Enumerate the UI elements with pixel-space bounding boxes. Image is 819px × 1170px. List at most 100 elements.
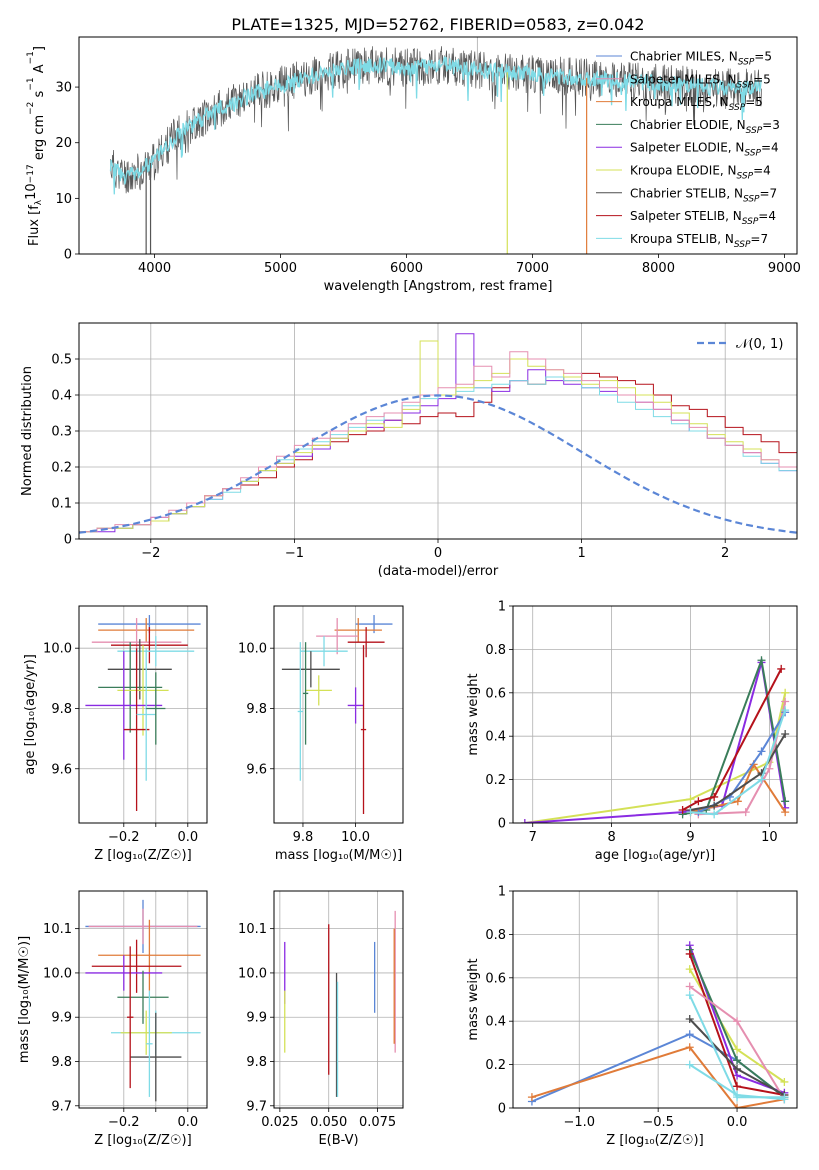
series-marker <box>685 1015 694 1024</box>
legend-suffix: =3 <box>762 118 780 132</box>
series-marker <box>694 797 703 806</box>
legend-sub: SSP <box>738 58 755 68</box>
y-axis-label-part: −17 <box>26 164 36 183</box>
legend-sub: SSP <box>744 149 761 159</box>
legend-sub: SSP <box>746 126 763 136</box>
y-tick-label: 10.0 <box>43 642 72 657</box>
legend-sub: SSP <box>742 217 759 227</box>
x-tick-label: 9 <box>686 830 694 845</box>
y-tick-label: 0.8 <box>485 928 506 943</box>
figure-title: PLATE=1325, MJD=52762, FIBERID=0583, z=0… <box>231 15 644 34</box>
legend-name: Kroupa MILES, N <box>630 95 729 109</box>
axes-frame <box>512 890 798 1109</box>
y-axis-label: age [log₁₀(age/yr)] <box>23 654 38 775</box>
y-tick-label: 9.6 <box>51 762 72 777</box>
y-axis-label-part: −2 <box>26 102 36 115</box>
x-tick-label: 0.075 <box>359 1115 396 1130</box>
legend-suffix: =5 <box>753 72 771 86</box>
y-tick-label: 0.2 <box>485 773 506 788</box>
x-axis-label: Z [log₁₀(Z/Z☉)] <box>606 1133 703 1148</box>
x-axis-label: Z [log₁₀(Z/Z☉)] <box>94 1133 191 1148</box>
axes-frame <box>78 36 798 255</box>
x-tick-label: −1.0 <box>563 1115 595 1130</box>
x-axis-label: (data-model)/error <box>378 564 499 579</box>
series-marker <box>733 1104 742 1108</box>
series-marker <box>710 810 719 819</box>
series-line <box>531 1046 785 1108</box>
x-tick-label: −2 <box>141 546 160 561</box>
y-tick-label: 0.5 <box>51 353 72 368</box>
plot-area <box>79 323 797 539</box>
series-marker <box>733 1056 742 1065</box>
x-tick-label: −0.2 <box>108 830 140 845</box>
y-axis-label: mass [log₁₀(M/M☉)] <box>17 936 32 1063</box>
legend-suffix: =5 <box>754 50 772 64</box>
axes-frame <box>78 890 208 1109</box>
plot-area <box>109 37 762 254</box>
y-tick-label: 0.1 <box>51 497 72 512</box>
x-tick-label: 8 <box>607 830 615 845</box>
series-marker <box>781 688 790 697</box>
x-tick-label: 0.025 <box>261 1115 298 1130</box>
y-tick-label: 0.2 <box>485 1058 506 1073</box>
series-marker <box>733 1017 742 1026</box>
series-line <box>690 733 787 811</box>
y-axis-label-part: ] <box>32 46 47 51</box>
series-marker <box>733 1093 742 1102</box>
x-axis-label: wavelength [Angstrom, rest frame] <box>324 279 553 294</box>
series-line <box>690 709 787 816</box>
legend-name: Chabrier ELODIE, N <box>630 118 746 132</box>
series-marker <box>757 656 766 665</box>
series-marker <box>781 797 790 806</box>
x-tick-label: 2 <box>721 546 729 561</box>
series-marker <box>686 795 695 804</box>
y-tick-label: 0 <box>64 248 72 263</box>
y-axis-label-part: −1 <box>26 51 36 64</box>
x-tick-label: 1 <box>577 546 585 561</box>
plot-area <box>79 891 207 1108</box>
y-tick-label: 0 <box>64 533 72 548</box>
legend-name: Kroupa ELODIE, N <box>630 164 737 178</box>
y-tick-label: 9.7 <box>51 1099 72 1114</box>
axes-frame <box>512 605 798 824</box>
panel-mass-vs-EBV: 0.025 0.050 0.075 9.7 9.8 9.9 10.0 10.1 E(B-V) <box>238 890 404 1148</box>
series-marker <box>733 797 742 806</box>
series-marker <box>685 1030 694 1039</box>
legend-suffix: =4 <box>761 141 779 155</box>
y-axis-label-part: s <box>32 90 47 101</box>
legend-entry: Salpeter ELODIE, NSSP=4 <box>630 141 779 159</box>
x-tick-label: 10 <box>761 830 778 845</box>
y-tick-label: 9.8 <box>246 1055 267 1070</box>
y-axis-label-part: λ <box>34 199 44 205</box>
y-tick-label: 0.4 <box>485 1015 506 1030</box>
y-axis-label: mass weight <box>466 958 481 1040</box>
legend-sub: SSP <box>737 172 754 182</box>
x-axis-label: E(B-V) <box>318 1133 358 1148</box>
x-tick-label: 7000 <box>516 261 549 276</box>
y-tick-label: 10.1 <box>238 922 267 937</box>
legend-name: Chabrier STELIB, N <box>630 186 743 200</box>
y-axis-label-part: A <box>32 64 47 77</box>
series-marker <box>741 808 750 817</box>
plot-area <box>513 606 797 823</box>
x-tick-label: 0.0 <box>177 830 198 845</box>
series-marker <box>685 1043 694 1052</box>
y-tick-label: 10.1 <box>43 922 72 937</box>
plot-area <box>274 891 403 1108</box>
series-marker <box>710 792 719 801</box>
legend-entry: Kroupa MILES, NSSP=5 <box>630 95 763 113</box>
y-tick-label: 10.0 <box>43 966 72 981</box>
series-marker <box>710 801 719 810</box>
panel-mass-vs-Z: −0.2 0.0 9.7 9.8 9.9 10.0 10.1 Z [log₁₀(Z/Z☉)] m… <box>17 890 208 1148</box>
x-tick-label: 0.0 <box>727 1115 748 1130</box>
axes-frame <box>273 605 404 824</box>
legend-name: Salpeter ELODIE, N <box>630 141 744 155</box>
x-tick-label: 0 <box>434 546 442 561</box>
legend-suffix: =7 <box>750 232 768 246</box>
y-tick-label: 9.8 <box>51 702 72 717</box>
y-axis-label-part: −1 <box>26 77 36 90</box>
y-tick-label: 9.7 <box>246 1099 267 1114</box>
axes-frame <box>78 322 798 540</box>
series-marker <box>686 808 695 817</box>
